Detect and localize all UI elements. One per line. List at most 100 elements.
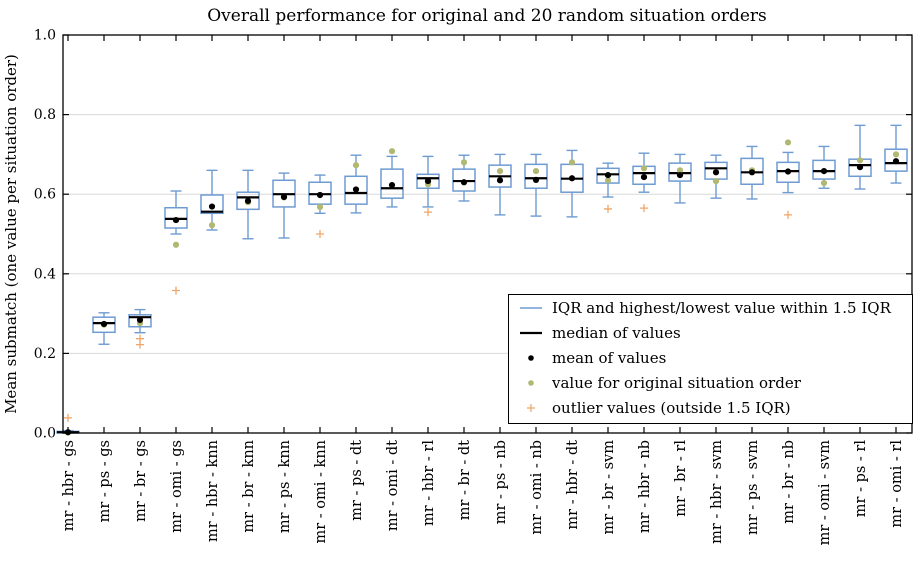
outlier-plus bbox=[424, 208, 432, 217]
mean-dot bbox=[280, 193, 288, 201]
legend-item: value for original situation order bbox=[528, 374, 802, 392]
box-group bbox=[596, 162, 620, 213]
x-tick-label: mr - omi - dt bbox=[385, 440, 401, 531]
original-value-dot bbox=[892, 151, 900, 158]
box-group bbox=[848, 124, 872, 190]
mean-dot bbox=[820, 168, 828, 175]
box-group bbox=[164, 190, 188, 295]
box-group bbox=[812, 145, 836, 189]
box-group bbox=[884, 124, 908, 184]
box-group bbox=[380, 148, 404, 208]
x-tick-label: mr - ps - rl bbox=[853, 440, 869, 518]
mean-dot bbox=[388, 181, 396, 189]
box-group bbox=[560, 149, 584, 218]
x-tick-label: mr - omi - gs bbox=[169, 440, 185, 533]
iqr-box bbox=[128, 314, 152, 328]
original-value-dot bbox=[496, 168, 504, 175]
box-group bbox=[524, 153, 548, 217]
x-tick-label: mr - hbr - dt bbox=[565, 440, 581, 530]
outlier-plus-icon bbox=[527, 404, 535, 412]
x-tick-label: mr - hbr - rl bbox=[421, 440, 437, 526]
original-dot-icon bbox=[528, 380, 534, 386]
box-group bbox=[668, 153, 692, 204]
outlier-plus bbox=[784, 210, 792, 219]
mean-dot bbox=[568, 175, 576, 182]
outlier-plus bbox=[64, 413, 72, 422]
x-tick-label: mr - br - nb bbox=[781, 440, 797, 524]
x-tick-label: mr - hbr - nb bbox=[637, 440, 653, 533]
x-tick-label: mr - br - knn bbox=[241, 440, 257, 533]
mean-dot bbox=[892, 158, 900, 165]
x-tick-label: mr - ps - dt bbox=[349, 440, 365, 521]
outlier-plus bbox=[604, 204, 612, 213]
plot-border bbox=[62, 34, 913, 434]
box-group bbox=[92, 312, 116, 345]
y-tick-label: 0.2 bbox=[34, 346, 56, 362]
legend-item: outlier values (outside 1.5 IQR) bbox=[527, 399, 791, 417]
x-tick-label: mr - hbr - knn bbox=[205, 440, 221, 542]
legend-box bbox=[508, 294, 913, 424]
iqr-box bbox=[884, 148, 908, 172]
iqr-box bbox=[236, 191, 260, 211]
mean-dot bbox=[352, 186, 360, 193]
y-tick-label: 0.0 bbox=[34, 426, 56, 442]
iqr-box bbox=[812, 159, 836, 180]
box-group bbox=[632, 152, 656, 213]
iqr-box bbox=[524, 163, 548, 189]
legend-label: mean of values bbox=[552, 349, 666, 367]
box-group bbox=[704, 154, 728, 199]
outlier-plus bbox=[640, 204, 648, 213]
original-value-dot bbox=[568, 159, 576, 166]
mean-dot bbox=[784, 168, 792, 175]
x-tick-label: mr - br - dt bbox=[457, 440, 473, 520]
x-tick-label: mr - ps - gs bbox=[97, 440, 113, 522]
mean-dot bbox=[640, 173, 648, 181]
mean-dot bbox=[100, 320, 108, 328]
mean-dot bbox=[136, 316, 144, 324]
iqr-box bbox=[776, 161, 800, 184]
box-group bbox=[272, 172, 296, 239]
mean-dot bbox=[316, 191, 324, 199]
original-value-dot bbox=[676, 167, 684, 174]
iqr-box bbox=[200, 194, 224, 215]
mean-dot bbox=[856, 164, 864, 171]
tick-labels: 0.0 0.2 0.4 0.6 0.8 1.0 mr - hbr - gs mr - ps -… bbox=[34, 28, 905, 546]
y-tick-label: 0.4 bbox=[34, 266, 56, 282]
y-tick-label: 0.8 bbox=[34, 107, 56, 123]
mean-dot bbox=[748, 169, 756, 176]
original-value-dot bbox=[784, 139, 792, 146]
mean-dot bbox=[208, 203, 216, 210]
y-tick-label: 0.6 bbox=[34, 187, 56, 203]
box-group bbox=[776, 139, 800, 219]
mean-dot bbox=[604, 171, 612, 179]
x-tick-label: mr - ps - svm bbox=[745, 440, 761, 535]
iqr-box bbox=[416, 173, 440, 189]
original-value-dot bbox=[712, 177, 720, 185]
iqr-box bbox=[344, 175, 368, 205]
x-tick-label: mr - hbr - svm bbox=[709, 440, 725, 544]
x-tick-label: mr - hbr - gs bbox=[61, 440, 77, 531]
original-value-dot bbox=[640, 165, 648, 172]
x-tick-label: mr - ps - knn bbox=[277, 440, 293, 533]
x-tick-label: mr - ps - nb bbox=[493, 440, 509, 524]
x-tick-label: mr - omi - svm bbox=[817, 440, 833, 546]
x-tick-label: mr - omi - nb bbox=[529, 440, 545, 535]
legend-label: median of values bbox=[552, 324, 681, 342]
outlier-plus bbox=[172, 286, 180, 295]
original-value-dot bbox=[316, 203, 324, 211]
mean-dot bbox=[424, 177, 432, 185]
box-group bbox=[344, 154, 368, 214]
outlier-plus bbox=[316, 230, 324, 238]
x-tick-label: mr - omi - knn bbox=[313, 440, 329, 544]
chart-title: Overall performance for original and 20 … bbox=[207, 6, 767, 26]
y-tick-label: 1.0 bbox=[34, 28, 56, 44]
original-value-dot bbox=[820, 179, 828, 187]
mean-dot bbox=[676, 171, 684, 179]
mean-dot bbox=[172, 216, 180, 224]
iqr-box bbox=[380, 168, 404, 199]
original-value-dot bbox=[172, 241, 180, 248]
outlier-plus bbox=[136, 340, 144, 349]
original-value-dot bbox=[352, 162, 360, 169]
